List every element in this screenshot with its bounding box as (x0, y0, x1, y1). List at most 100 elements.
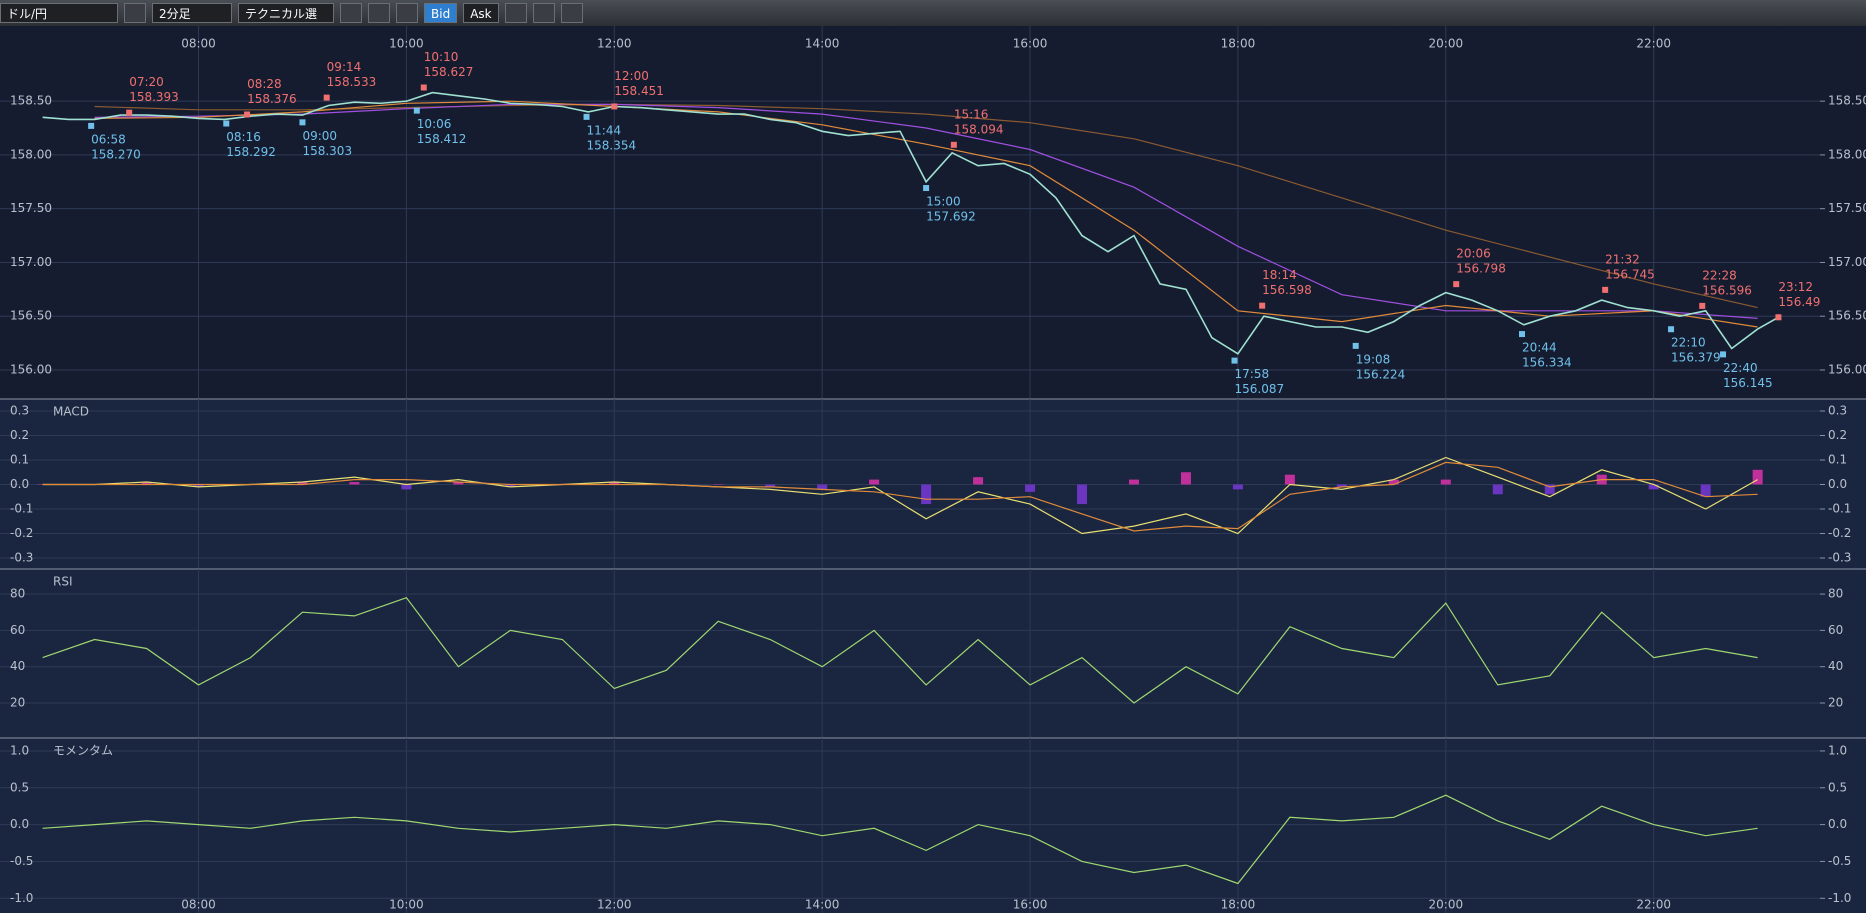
extreme-marker (1353, 343, 1359, 349)
indicator-button[interactable] (505, 3, 527, 23)
x-tick-label: 22:00 (1636, 37, 1671, 51)
extreme-value: 157.692 (926, 210, 976, 224)
extreme-time: 21:32 (1605, 252, 1640, 266)
extreme-time: 15:00 (926, 195, 961, 209)
y-tick-label: 156.50 (10, 309, 52, 323)
x-tick-label: 12:00 (597, 37, 632, 51)
pane-title: モメンタム (53, 744, 113, 758)
y-tick-label: 156.00 (10, 362, 52, 376)
y-tick-label: -0.2 (1828, 526, 1851, 540)
extreme-value: 158.292 (226, 145, 276, 159)
extreme-value: 158.354 (587, 138, 637, 152)
y-tick-label: 158.50 (10, 94, 52, 108)
histogram-bar (1701, 484, 1711, 496)
x-tick-label: 18:00 (1221, 898, 1256, 912)
extreme-time: 12:00 (614, 69, 649, 83)
extreme-time: 09:00 (302, 129, 337, 143)
extreme-marker (1259, 303, 1265, 309)
histogram-bar (869, 480, 879, 485)
timeframe-select[interactable]: 2分足 (152, 3, 232, 23)
y-tick-label: 0.0 (10, 817, 29, 831)
extreme-marker (1232, 358, 1238, 364)
y-tick-label: 0.5 (10, 780, 29, 794)
y-tick-label: 40 (1828, 659, 1843, 673)
extreme-marker (244, 111, 250, 117)
y-tick-label: -1.0 (10, 891, 33, 905)
histogram-bar (713, 484, 723, 485)
y-tick-label: 158.00 (10, 147, 52, 161)
histogram-bar (1441, 480, 1451, 485)
histogram-bar (1025, 484, 1035, 491)
y-tick-label: 0.0 (1828, 477, 1847, 491)
ask-button[interactable]: Ask (463, 3, 498, 23)
bid-button[interactable]: Bid (424, 3, 457, 23)
extreme-time: 20:06 (1456, 247, 1491, 261)
y-tick-label: 1.0 (10, 743, 29, 757)
y-tick-label: 1.0 (1828, 743, 1847, 757)
extreme-marker (611, 103, 617, 109)
x-tick-label: 20:00 (1429, 898, 1464, 912)
histogram-bar (401, 484, 411, 489)
extreme-value: 158.412 (417, 132, 467, 146)
y-tick-label: 157.00 (1828, 255, 1866, 269)
pair-select[interactable]: ドル/円 (0, 3, 118, 23)
chart-type-button[interactable] (396, 3, 418, 23)
y-tick-label: 158.50 (1828, 94, 1866, 108)
info-button[interactable] (368, 3, 390, 23)
histogram-bar (973, 477, 983, 484)
y-tick-label: 157.50 (1828, 201, 1866, 215)
x-tick-label: 16:00 (1013, 898, 1048, 912)
y-tick-label: -0.1 (10, 501, 33, 515)
extreme-marker (126, 110, 132, 116)
y-tick-label: -0.5 (10, 854, 33, 868)
extreme-value: 156.49 (1778, 295, 1820, 309)
y-tick-label: 157.00 (10, 255, 52, 269)
extreme-marker (1453, 281, 1459, 287)
x-tick-label: 12:00 (597, 898, 632, 912)
y-tick-label: 40 (10, 659, 25, 673)
extreme-marker (324, 95, 330, 101)
extreme-value: 158.393 (129, 90, 179, 104)
extreme-marker (1519, 331, 1525, 337)
y-tick-label: 0.5 (1828, 780, 1847, 794)
histogram-bar (1285, 475, 1295, 485)
extreme-marker (1720, 351, 1726, 357)
y-tick-label: 0.1 (10, 452, 29, 466)
y-tick-label: -0.3 (10, 550, 33, 564)
extreme-marker (88, 123, 94, 129)
y-tick-label: 60 (10, 623, 25, 637)
y-tick-label: -0.2 (10, 526, 33, 540)
extreme-time: 11:44 (587, 123, 622, 137)
histogram-bar (1077, 484, 1087, 504)
extreme-value: 156.334 (1522, 356, 1572, 370)
extreme-value: 156.379 (1671, 351, 1721, 365)
x-tick-label: 14:00 (805, 898, 840, 912)
y-tick-label: -0.1 (1828, 501, 1851, 515)
x-tick-label: 10:00 (389, 898, 424, 912)
technical-select[interactable]: テクニカル選択 (238, 3, 334, 23)
extreme-value: 156.596 (1702, 283, 1752, 297)
histogram-bar (1649, 484, 1659, 489)
extreme-value: 158.627 (424, 65, 474, 79)
y-tick-label: 0.2 (10, 428, 29, 442)
y-tick-label: -0.5 (1828, 854, 1851, 868)
extreme-marker (1602, 287, 1608, 293)
dropdown[interactable] (124, 3, 146, 23)
y-tick-label: -0.3 (1828, 550, 1851, 564)
extreme-value: 158.094 (954, 122, 1004, 136)
zoom-out[interactable] (533, 3, 555, 23)
zoom-in[interactable] (561, 3, 583, 23)
y-tick-label: 60 (1828, 623, 1843, 637)
pane-title: RSI (53, 575, 73, 589)
y-tick-label: 0.2 (1828, 428, 1847, 442)
draw-tool[interactable] (340, 3, 362, 23)
x-tick-label: 16:00 (1013, 37, 1048, 51)
extreme-value: 158.376 (247, 92, 297, 106)
x-tick-label: 10:00 (389, 37, 424, 51)
y-tick-label: 158.00 (1828, 147, 1866, 161)
extreme-marker (1668, 326, 1674, 332)
extreme-marker (414, 108, 420, 114)
x-tick-label: 22:00 (1636, 898, 1671, 912)
extreme-time: 22:40 (1723, 361, 1758, 375)
extreme-value: 156.745 (1605, 267, 1655, 281)
